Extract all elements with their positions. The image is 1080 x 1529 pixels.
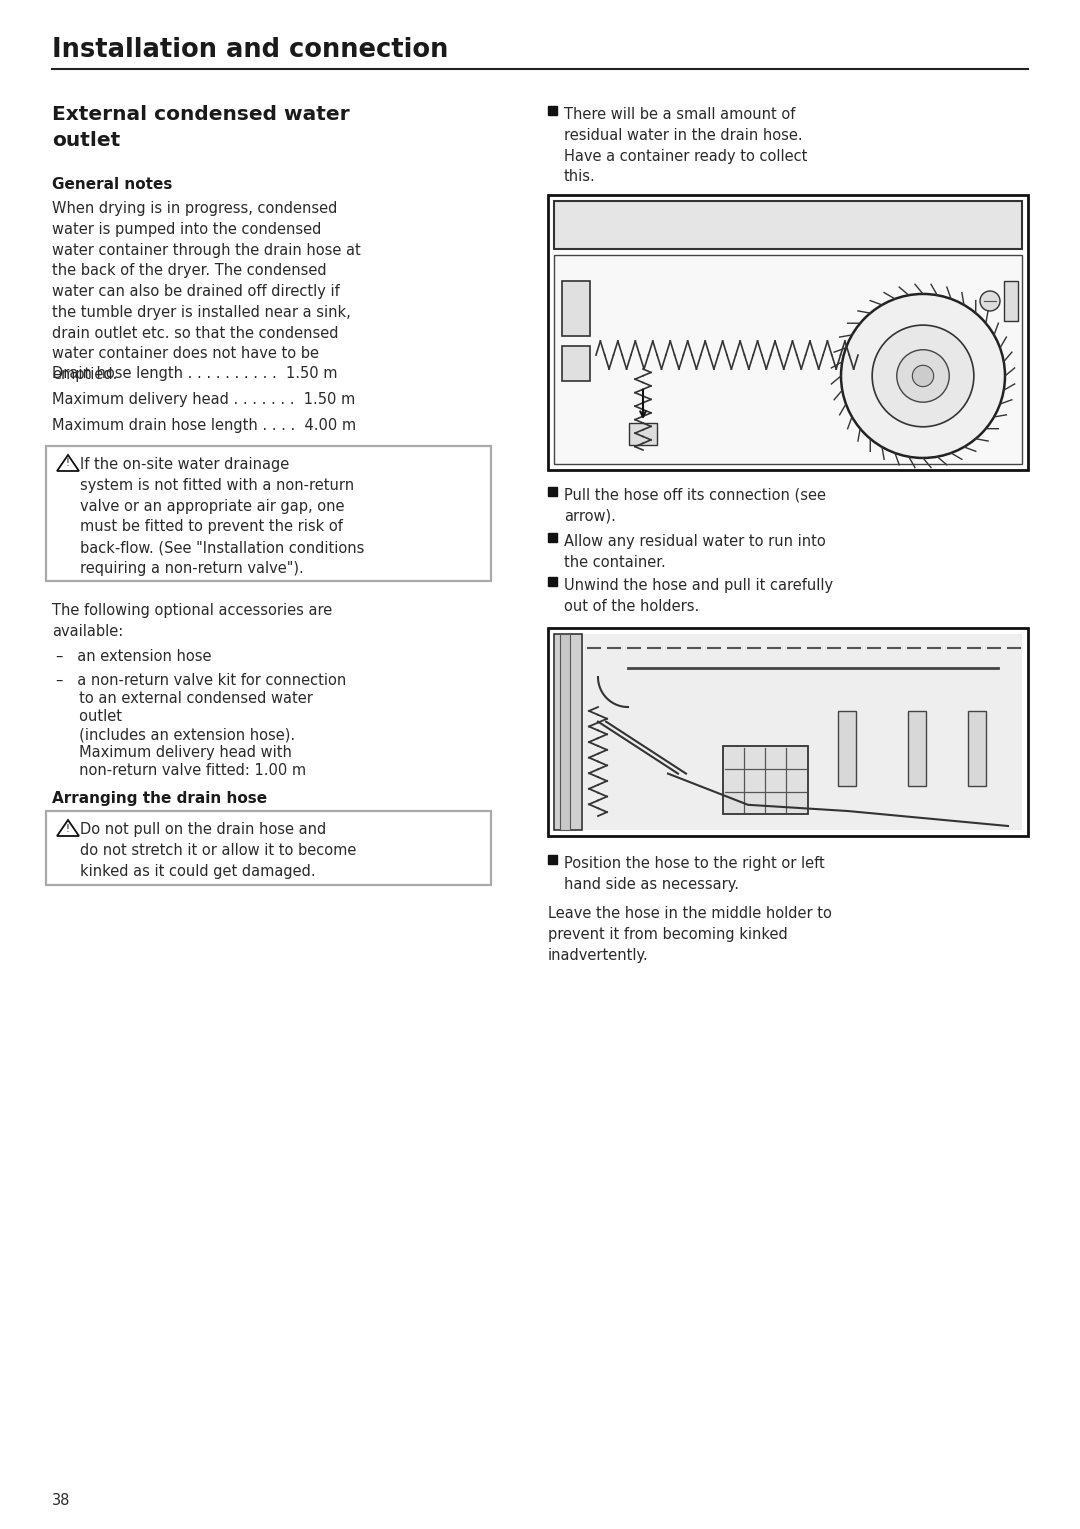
Bar bbox=[554, 200, 1022, 249]
Text: Maximum delivery head . . . . . . .  1.50 m: Maximum delivery head . . . . . . . 1.50… bbox=[52, 391, 355, 407]
Bar bbox=[838, 711, 856, 786]
Text: Position the hose to the right or left
hand side as necessary.: Position the hose to the right or left h… bbox=[564, 856, 825, 891]
Polygon shape bbox=[57, 820, 79, 836]
Text: outlet: outlet bbox=[52, 131, 120, 150]
Circle shape bbox=[980, 291, 1000, 310]
Text: Maximum delivery head with: Maximum delivery head with bbox=[56, 745, 292, 760]
Text: General notes: General notes bbox=[52, 177, 173, 193]
Bar bbox=[548, 488, 557, 495]
Text: Maximum drain hose length . . . .  4.00 m: Maximum drain hose length . . . . 4.00 m bbox=[52, 417, 356, 433]
Text: Drain hose length . . . . . . . . . .  1.50 m: Drain hose length . . . . . . . . . . 1.… bbox=[52, 365, 337, 381]
Bar bbox=[554, 635, 1022, 830]
Text: External condensed water: External condensed water bbox=[52, 106, 350, 124]
Bar bbox=[554, 255, 1022, 463]
Text: Do not pull on the drain hose and
do not stretch it or allow it to become
kinked: Do not pull on the drain hose and do not… bbox=[80, 823, 356, 879]
Text: –   an extension hose: – an extension hose bbox=[56, 648, 212, 664]
Text: Unwind the hose and pull it carefully
out of the holders.: Unwind the hose and pull it carefully ou… bbox=[564, 578, 833, 613]
Text: (includes an extension hose).: (includes an extension hose). bbox=[56, 726, 295, 742]
Bar bbox=[562, 281, 590, 336]
Text: non-return valve fitted: 1.00 m: non-return valve fitted: 1.00 m bbox=[56, 763, 306, 778]
Text: 38: 38 bbox=[52, 1492, 70, 1508]
Text: The following optional accessories are
available:: The following optional accessories are a… bbox=[52, 602, 333, 639]
Bar bbox=[908, 711, 926, 786]
Bar bbox=[46, 446, 491, 581]
Text: outlet: outlet bbox=[56, 709, 122, 725]
Text: !: ! bbox=[66, 459, 69, 468]
Bar bbox=[1004, 281, 1018, 321]
Bar bbox=[723, 746, 808, 813]
Text: Leave the hose in the middle holder to
prevent it from becoming kinked
inadverte: Leave the hose in the middle holder to p… bbox=[548, 907, 832, 963]
Bar bbox=[46, 810, 491, 885]
Bar bbox=[548, 855, 557, 864]
Text: Pull the hose off its connection (see
arrow).: Pull the hose off its connection (see ar… bbox=[564, 488, 826, 524]
Bar bbox=[548, 628, 1028, 836]
Polygon shape bbox=[57, 456, 79, 471]
Bar bbox=[548, 196, 1028, 469]
Text: –   a non-return valve kit for connection: – a non-return valve kit for connection bbox=[56, 673, 347, 688]
Circle shape bbox=[896, 350, 949, 402]
Text: Allow any residual water to run into
the container.: Allow any residual water to run into the… bbox=[564, 534, 826, 570]
Circle shape bbox=[913, 365, 933, 387]
Circle shape bbox=[841, 294, 1005, 459]
Bar bbox=[561, 635, 570, 830]
Bar bbox=[548, 576, 557, 586]
Bar bbox=[629, 424, 657, 445]
Text: to an external condensed water: to an external condensed water bbox=[56, 691, 313, 706]
Text: Arranging the drain hose: Arranging the drain hose bbox=[52, 790, 267, 806]
Text: If the on-site water drainage
system is not fitted with a non-return
valve or an: If the on-site water drainage system is … bbox=[80, 457, 364, 576]
Bar bbox=[548, 106, 557, 115]
Bar bbox=[548, 534, 557, 541]
Circle shape bbox=[873, 326, 974, 427]
Text: !: ! bbox=[66, 824, 69, 833]
Text: When drying is in progress, condensed
water is pumped into the condensed
water c: When drying is in progress, condensed wa… bbox=[52, 200, 361, 382]
Text: There will be a small amount of
residual water in the drain hose.
Have a contain: There will be a small amount of residual… bbox=[564, 107, 808, 185]
Bar bbox=[968, 711, 986, 786]
Text: Installation and connection: Installation and connection bbox=[52, 37, 448, 63]
Bar bbox=[554, 635, 582, 830]
Bar bbox=[562, 346, 590, 381]
